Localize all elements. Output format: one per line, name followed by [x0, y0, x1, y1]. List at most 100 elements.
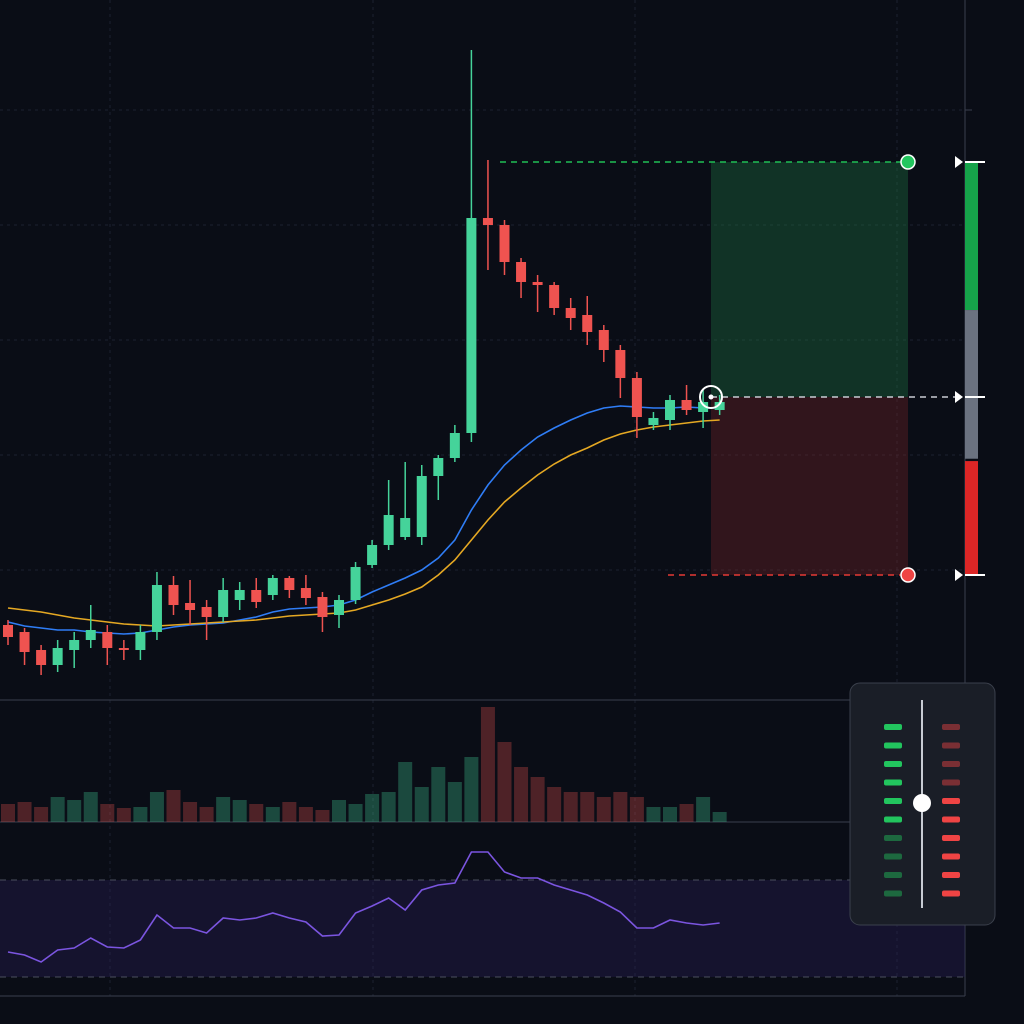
ladder — [884, 724, 960, 897]
axis-arrow — [955, 156, 963, 168]
candle-body — [334, 600, 344, 615]
candle-body — [284, 578, 295, 590]
candle-body — [648, 418, 659, 425]
moving-average — [7, 419, 720, 627]
slider-widget[interactable] — [849, 682, 996, 926]
candle-body — [615, 350, 626, 378]
axis-neutral-bar — [965, 310, 978, 459]
slider-knob[interactable] — [913, 794, 931, 812]
ladder-step — [884, 872, 902, 878]
volume-bar — [712, 812, 727, 822]
candle-body — [631, 378, 642, 417]
volume-bar — [646, 807, 661, 822]
ladder-step — [942, 872, 960, 878]
candle-body — [267, 578, 278, 595]
volume-bar — [249, 804, 264, 822]
candle-body — [350, 567, 361, 600]
volume-bar — [183, 802, 198, 822]
stop-handle — [900, 567, 916, 583]
volume-bar — [365, 794, 380, 822]
candle-body — [499, 225, 510, 262]
volume-bar — [431, 767, 446, 822]
candle-body — [714, 402, 725, 410]
candle-body — [135, 632, 146, 650]
axis-loss-bar — [965, 461, 978, 575]
volume-bar — [332, 800, 346, 822]
ladder-step — [884, 761, 902, 767]
volume-bar — [398, 762, 413, 822]
candle-body — [367, 545, 378, 565]
volume-bar — [282, 802, 297, 822]
volume-bar — [298, 807, 313, 822]
candle-body — [549, 285, 560, 308]
volume-bar — [315, 810, 330, 822]
volume-bar — [1, 804, 15, 822]
volume-bar — [414, 787, 429, 822]
candle-body — [300, 588, 311, 598]
volume-bar — [166, 790, 181, 822]
candle-body — [3, 625, 13, 637]
candle-body — [19, 632, 30, 652]
ladder-step — [942, 853, 960, 860]
candle-body — [85, 630, 96, 640]
vertical-grid — [109, 0, 898, 996]
volume-bar — [50, 797, 65, 822]
candle-body — [36, 650, 47, 665]
volume-bar — [232, 800, 247, 822]
moving-average — [7, 405, 720, 635]
candle-body — [151, 585, 162, 632]
candle-body — [565, 308, 576, 318]
ladder-step — [942, 835, 960, 841]
ladder-step — [884, 890, 902, 897]
candle-body — [681, 400, 692, 410]
candle-body — [118, 648, 129, 650]
volume-bar — [348, 804, 363, 822]
volume-bar — [464, 757, 479, 822]
oscillator-line — [7, 851, 720, 963]
target-handle — [900, 154, 916, 170]
volume-bar — [663, 807, 677, 822]
candle-body — [383, 515, 394, 545]
ladder-step — [942, 798, 960, 804]
candle-body — [665, 400, 675, 420]
ladder-step — [884, 798, 902, 804]
profit-zone — [711, 162, 908, 397]
volume-bar — [133, 807, 148, 822]
volume-bar — [547, 787, 562, 822]
candle-body — [400, 518, 411, 537]
ladder-step — [942, 724, 960, 730]
candle-body — [532, 282, 543, 285]
loss-zone — [711, 397, 908, 575]
candle-body — [102, 632, 113, 648]
volume-bar — [100, 804, 115, 822]
volume-bar — [381, 792, 396, 822]
volume-bar — [199, 807, 214, 822]
volume-bar — [629, 797, 644, 822]
ladder-step — [884, 742, 902, 749]
volume-bar — [67, 800, 82, 822]
candle-body — [516, 262, 527, 282]
ladder-step — [884, 816, 902, 823]
volume-bar — [530, 777, 545, 822]
candle-body — [185, 603, 196, 610]
volume-bar — [447, 782, 462, 822]
axis-arrow — [955, 391, 963, 403]
ladder-step — [884, 779, 902, 786]
candle-body — [251, 590, 262, 602]
candle-body — [433, 458, 444, 476]
volume-bar — [149, 792, 164, 822]
candle-body — [52, 648, 63, 665]
volume-bar — [696, 797, 711, 822]
candle-body — [449, 433, 460, 458]
entry-dot — [708, 394, 714, 400]
axis-profit-bar — [965, 162, 978, 311]
entry-handle — [699, 385, 723, 409]
candle-body — [482, 218, 493, 225]
candle-body — [317, 597, 328, 617]
volume-bar — [34, 807, 49, 822]
ladder-step — [942, 761, 960, 767]
volume-bar — [17, 802, 32, 822]
volume-bar — [563, 792, 578, 822]
candle-body — [234, 590, 245, 600]
